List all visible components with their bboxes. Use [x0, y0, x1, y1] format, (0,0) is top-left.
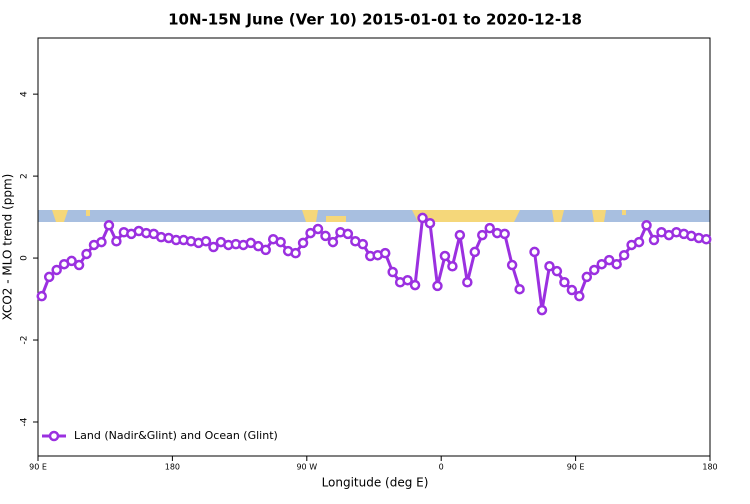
data-point	[499, 228, 510, 240]
data-point	[559, 276, 570, 288]
data-point	[297, 237, 309, 249]
y-axis-label: XCO2 - MLO trend (ppm)	[1, 174, 15, 321]
y-tick-label: 2	[20, 173, 30, 179]
data-point	[66, 255, 77, 267]
data-point	[320, 230, 331, 242]
data-point	[208, 241, 219, 253]
data-point	[566, 284, 578, 296]
data-point	[589, 264, 600, 276]
data-point	[447, 261, 458, 272]
data-point	[701, 233, 712, 245]
data-point	[596, 258, 607, 270]
x-tick-label: 180	[702, 463, 717, 472]
y-tick-label: 4	[20, 91, 30, 97]
data-point	[477, 229, 488, 241]
data-point	[275, 236, 286, 248]
data-point	[111, 236, 122, 247]
data-point	[260, 244, 271, 256]
data-point	[342, 228, 354, 240]
data-point	[544, 261, 555, 272]
y-tick-label: -2	[20, 336, 30, 345]
data-point	[73, 259, 85, 271]
chart-title: 10N-15N June (Ver 10) 2015-01-01 to 2020…	[168, 11, 582, 29]
x-tick-label: 90 W	[296, 463, 317, 472]
data-point	[506, 259, 518, 271]
data-point	[103, 220, 115, 231]
data-point	[200, 236, 212, 247]
data-point	[379, 247, 391, 259]
data-point	[81, 248, 92, 260]
data-point	[432, 280, 443, 292]
data-point	[290, 247, 301, 259]
data-point	[409, 279, 421, 291]
x-tick-label: 0	[439, 463, 444, 472]
data-point	[454, 229, 466, 241]
data-point	[551, 265, 563, 277]
data-point	[387, 266, 398, 278]
data-point	[417, 212, 428, 224]
x-tick-label: 90 E	[29, 463, 47, 472]
data-point	[618, 249, 630, 261]
data-point	[312, 223, 324, 235]
data-point	[424, 217, 436, 229]
x-axis-label: Longitude (deg E)	[322, 476, 429, 490]
plot-frame	[37, 37, 711, 457]
data-point	[439, 250, 451, 262]
x-tick-label: 90 E	[567, 463, 585, 472]
data-point	[529, 246, 540, 258]
data-point	[648, 234, 660, 246]
data-point	[484, 222, 495, 234]
x-tick-label: 180	[165, 463, 180, 472]
data-point	[603, 254, 615, 266]
data-point	[357, 238, 369, 250]
data-point	[536, 304, 548, 316]
data-point	[633, 236, 645, 248]
legend-label: Land (Nadir&Glint) and Ocean (Glint)	[74, 429, 278, 442]
y-tick-label: 0	[20, 255, 30, 261]
data-point	[51, 264, 62, 276]
data-point	[574, 290, 585, 302]
data-point	[514, 283, 525, 295]
data-point	[611, 258, 622, 270]
data-point	[327, 236, 339, 248]
legend-marker	[48, 430, 60, 442]
y-tick-label: -4	[20, 417, 30, 426]
data-point	[469, 246, 481, 258]
data-point	[96, 236, 107, 248]
data-point	[462, 276, 473, 288]
data-point	[581, 271, 593, 283]
data-point	[36, 290, 47, 302]
data-point	[305, 227, 316, 239]
land-ocean-strip	[38, 210, 710, 222]
data-point	[43, 271, 55, 283]
data-point	[641, 220, 652, 231]
data-point	[402, 274, 413, 286]
